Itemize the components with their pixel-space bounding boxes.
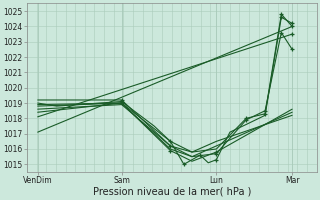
X-axis label: Pression niveau de la mer( hPa ): Pression niveau de la mer( hPa ) <box>92 187 251 197</box>
